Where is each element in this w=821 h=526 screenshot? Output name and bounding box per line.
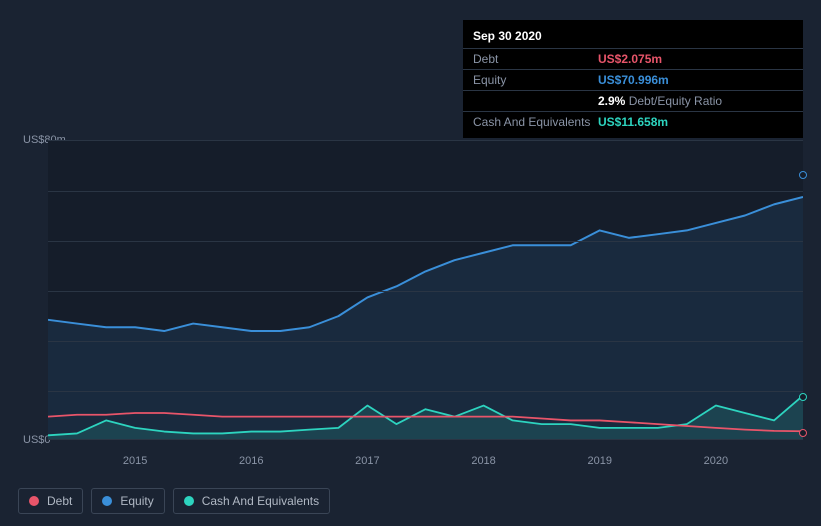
x-tick: 2016 [239, 455, 263, 467]
tooltip-row: EquityUS$70.996m [463, 70, 803, 91]
financial-chart: US$80m US$0 201520162017201820192020 [18, 120, 803, 465]
legend-item-equity[interactable]: Equity [91, 488, 164, 514]
legend-label: Debt [47, 494, 72, 508]
gridline [48, 341, 803, 342]
tooltip-value: US$11.658m [598, 115, 793, 129]
gridline [48, 291, 803, 292]
equity-end-marker [799, 171, 807, 179]
chart-plot-area [48, 140, 803, 440]
tooltip-label: Equity [473, 73, 598, 87]
x-tick: 2020 [704, 455, 728, 467]
gridline [48, 391, 803, 392]
legend-item-debt[interactable]: Debt [18, 488, 83, 514]
legend-label: Equity [120, 494, 153, 508]
tooltip-label [473, 94, 598, 108]
legend-swatch [29, 496, 39, 506]
gridline [48, 191, 803, 192]
cash-end-marker [799, 393, 807, 401]
chart-legend: Debt Equity Cash And Equivalents [18, 488, 330, 514]
chart-tooltip: Sep 30 2020 DebtUS$2.075mEquityUS$70.996… [463, 20, 803, 138]
legend-swatch [184, 496, 194, 506]
x-tick: 2019 [587, 455, 611, 467]
tooltip-value: 2.9% Debt/Equity Ratio [598, 94, 793, 108]
x-tick: 2018 [471, 455, 495, 467]
tooltip-value: US$2.075m [598, 52, 793, 66]
chart-svg [48, 141, 803, 439]
tooltip-value: US$70.996m [598, 73, 793, 87]
x-axis: 2015 2016 2017 2018 2019 2020 [48, 455, 803, 475]
tooltip-date: Sep 30 2020 [463, 26, 803, 49]
tooltip-label: Cash And Equivalents [473, 115, 598, 129]
y-axis-label-min: US$0 [23, 434, 51, 446]
debt-end-marker [799, 429, 807, 437]
legend-swatch [102, 496, 112, 506]
tooltip-label: Debt [473, 52, 598, 66]
x-tick: 2015 [123, 455, 147, 467]
gridline [48, 241, 803, 242]
legend-label: Cash And Equivalents [202, 494, 319, 508]
tooltip-row: 2.9% Debt/Equity Ratio [463, 91, 803, 112]
tooltip-row: Cash And EquivalentsUS$11.658m [463, 112, 803, 132]
tooltip-row: DebtUS$2.075m [463, 49, 803, 70]
x-tick: 2017 [355, 455, 379, 467]
legend-item-cash[interactable]: Cash And Equivalents [173, 488, 330, 514]
